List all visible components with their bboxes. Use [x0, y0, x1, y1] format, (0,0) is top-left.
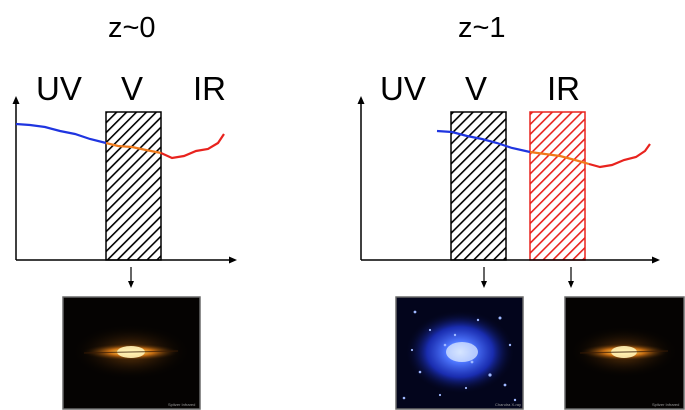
left-v-label: V — [121, 70, 144, 107]
left-down-arrow-head — [128, 281, 134, 288]
right-ir-down-arrow-head — [568, 281, 574, 288]
right-sed-uv-segment — [436, 129, 531, 154]
left-sed-ir-segment — [160, 133, 225, 160]
left-ir-label: IR — [193, 70, 226, 107]
right-v-down-arrow-head — [481, 281, 487, 288]
left-plot — [12, 96, 237, 288]
right-ir-galaxy-image — [564, 296, 685, 410]
left-sed-uv-segment — [15, 122, 107, 145]
panel-right-title: z~1 — [458, 12, 506, 44]
right-ir-label: IR — [547, 70, 580, 107]
right-xray-image-caption: Chandra X-ray — [495, 402, 522, 407]
right-v-band-hatch — [450, 111, 507, 261]
left-sed-visible-segment — [105, 141, 162, 155]
panel-left-title: z~0 — [108, 12, 156, 44]
left-image-caption: Spitzer Infrared — [168, 402, 196, 407]
left-y-axis-arrow — [12, 96, 20, 104]
right-xray-galaxy-image — [395, 296, 524, 410]
left-uv-label: UV — [36, 70, 82, 107]
right-x-axis-arrow — [652, 256, 660, 264]
right-sed-visible-segment — [529, 150, 590, 166]
right-v-label: V — [465, 70, 488, 107]
right-ir-band-hatch — [529, 111, 586, 261]
right-ir-image-caption: Spitzer Infrared — [652, 402, 680, 407]
left-x-axis-arrow — [229, 256, 237, 264]
right-uv-label: UV — [380, 70, 426, 107]
right-sed-ir-segment — [588, 143, 651, 169]
left-ir-galaxy-image — [62, 296, 201, 410]
right-plot — [357, 96, 660, 288]
right-y-axis-arrow — [357, 96, 365, 104]
left-v-band-hatch — [105, 111, 162, 261]
